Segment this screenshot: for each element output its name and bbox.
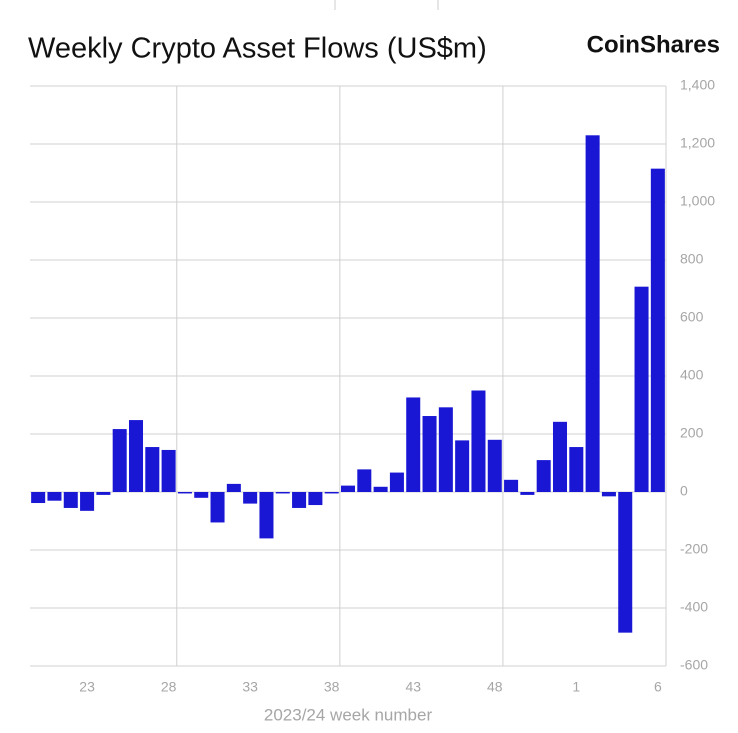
bar xyxy=(47,492,62,501)
bar xyxy=(520,492,535,495)
bar xyxy=(552,421,568,492)
brand-logo: CoinShares xyxy=(587,31,720,58)
bar xyxy=(145,447,160,492)
bar xyxy=(406,397,421,492)
bar xyxy=(455,440,470,492)
bar xyxy=(177,492,192,494)
bar xyxy=(487,439,502,492)
bar xyxy=(112,429,127,492)
bar xyxy=(324,492,339,494)
bar xyxy=(275,492,290,494)
bar xyxy=(31,492,46,504)
bar xyxy=(585,135,600,493)
bar xyxy=(308,492,323,506)
bar xyxy=(504,479,519,492)
x-axis-label: 2023/24 week number xyxy=(264,705,433,724)
bar xyxy=(194,492,209,498)
bar xyxy=(422,416,437,492)
bar xyxy=(210,492,225,523)
y-tick-label: 600 xyxy=(680,309,704,325)
x-tick-label: 6 xyxy=(654,679,662,695)
x-tick-label: 1 xyxy=(572,679,580,695)
bar xyxy=(536,460,551,492)
y-tick-label: -200 xyxy=(680,541,708,557)
bar xyxy=(569,447,584,492)
y-tick-label: 1,000 xyxy=(680,193,715,209)
y-tick-label: 1,200 xyxy=(680,135,715,151)
x-tick-label: 38 xyxy=(324,679,340,695)
y-tick-label: 800 xyxy=(680,251,704,267)
y-tick-label: 400 xyxy=(680,367,704,383)
y-tick-label: 0 xyxy=(680,483,688,499)
x-tick-label: 48 xyxy=(487,679,503,695)
bar xyxy=(471,390,486,492)
y-tick-label: -400 xyxy=(680,599,708,615)
bar xyxy=(650,168,665,492)
bar xyxy=(601,492,616,497)
bar xyxy=(226,483,241,492)
chart-title: Weekly Crypto Asset Flows (US$m) xyxy=(28,33,487,65)
bar xyxy=(618,492,633,633)
y-tick-label: -600 xyxy=(680,657,708,673)
y-tick-label: 1,400 xyxy=(680,77,715,93)
bar xyxy=(63,492,78,508)
x-tick-label: 23 xyxy=(79,679,95,695)
x-tick-label: 43 xyxy=(405,679,421,695)
y-tick-label: 200 xyxy=(680,425,704,441)
bar xyxy=(389,472,404,492)
x-tick-label: 28 xyxy=(161,679,177,695)
bar xyxy=(259,492,274,539)
bar xyxy=(80,492,95,511)
bar xyxy=(292,492,307,508)
bar xyxy=(340,485,356,492)
bar xyxy=(161,449,176,492)
bar xyxy=(373,486,388,492)
bar xyxy=(243,492,258,504)
bar xyxy=(128,420,144,492)
bar xyxy=(357,469,372,492)
bar xyxy=(96,492,111,495)
bar xyxy=(438,407,453,492)
bar xyxy=(634,286,649,492)
x-tick-label: 33 xyxy=(242,679,258,695)
